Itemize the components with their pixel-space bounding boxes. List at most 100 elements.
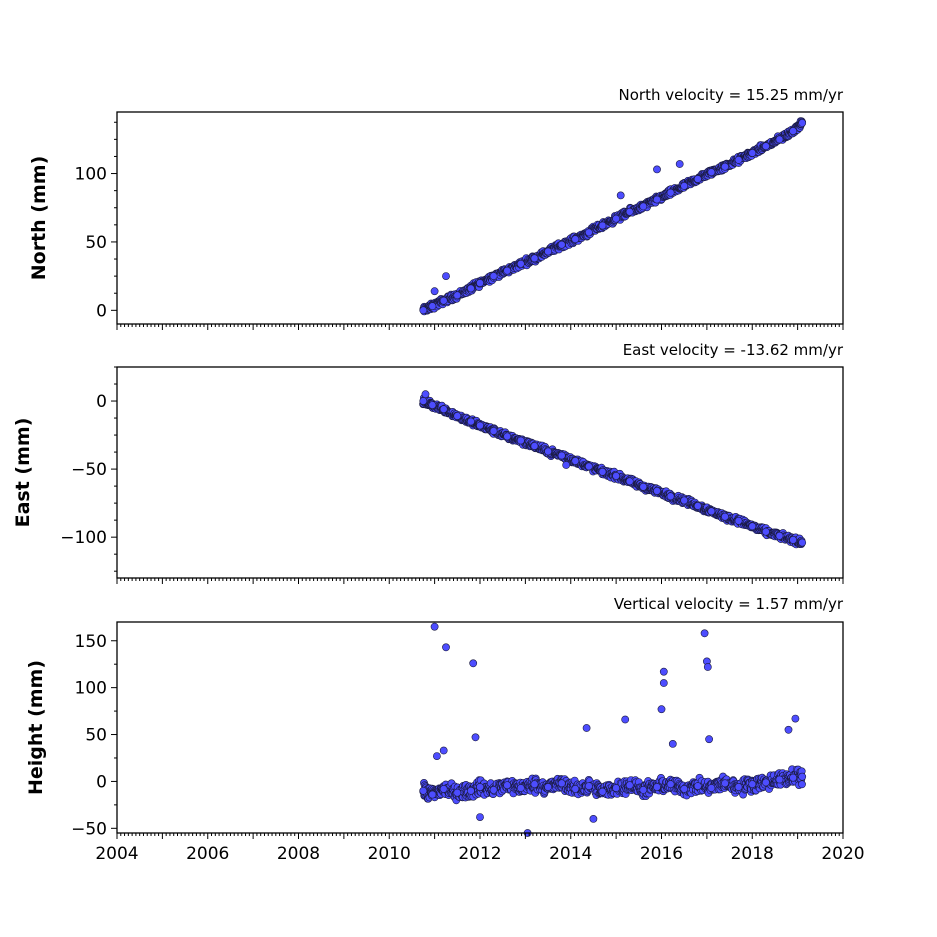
data-point [680,181,689,190]
data-point [762,527,770,536]
data-point [598,467,607,476]
data-point [791,714,800,723]
data-point [693,175,702,183]
y-tick-label: 0 [96,301,107,321]
data-point [439,785,448,793]
data-point [476,813,484,821]
data-point [612,784,620,792]
data-point [544,783,552,791]
data-point [703,663,712,671]
panel-title: North velocity = 15.25 mm/yr [619,86,844,104]
data-point [675,160,684,168]
data-point [668,740,677,748]
data-point [734,155,743,164]
y-tick-label: 100 [75,679,107,699]
data-point [557,451,566,460]
data-point [562,461,571,469]
data-point [598,221,607,230]
data-point [693,782,702,790]
data-point [489,786,498,794]
data-point [653,165,661,174]
data-point [612,214,620,223]
data-point [789,773,797,782]
data-point [503,266,512,275]
x-tick-label: 2016 [640,844,683,864]
panel-1: North velocity = 15.25 mm/yr North (mm) 0 5… [28,86,844,330]
data-point [653,783,661,791]
data-point [544,247,552,256]
data-point [530,442,539,450]
x-tick-label: 2018 [731,844,774,864]
data-point [625,207,634,216]
y-tick-label: 50 [85,726,107,746]
data-point [585,462,593,471]
data-point [557,779,566,788]
data-point [653,195,661,204]
panel-3: Vertical velocity = 1.57 mm/yr Height (mm… [25,595,865,864]
x-tick-label: 2008 [277,844,320,864]
data-point [419,397,428,405]
data-point [557,240,566,249]
data-point [430,622,439,631]
x-tick-label: 2012 [458,844,501,864]
data-point [700,629,709,638]
data-point [544,447,552,456]
data-point [476,421,484,430]
data-point [680,785,689,793]
data-point [789,127,797,136]
data-point [466,284,475,293]
y-tick-label: −50 [71,460,107,480]
data-point [419,786,428,795]
data-point [639,202,648,211]
data-point [707,168,716,177]
data-point [721,779,729,788]
data-point [734,783,743,791]
data-point [762,778,770,787]
plot-frame [116,366,844,579]
data-point [639,786,648,794]
data-point [530,254,539,263]
data-point [516,784,525,792]
data-point [775,135,784,144]
data-point [762,142,770,151]
y-axis-label: Height (mm) [25,660,47,795]
data-point [489,272,498,280]
data-point [653,486,661,495]
data-point [798,538,807,547]
data-point [707,507,716,516]
data-points [419,622,807,837]
data-point [639,482,648,491]
data-point [666,492,675,501]
data-point [428,790,437,799]
data-point [598,787,607,796]
data-point [442,643,450,652]
data-point [798,780,806,789]
data-point [466,786,475,795]
x-tick-label: 2004 [95,844,138,864]
panel-title: Vertical velocity = 1.57 mm/yr [614,595,844,613]
plot-frame [116,111,844,325]
data-point [439,746,448,755]
y-axis-label: East (mm) [12,418,34,528]
data-point [503,781,512,790]
data-point [516,259,525,268]
data-point [775,775,784,784]
data-point [466,417,475,426]
data-point [666,780,675,789]
data-point [419,306,428,315]
data-point [453,412,462,420]
data-point [798,772,807,781]
data-point [748,522,757,531]
data-points [419,117,807,316]
data-point [585,228,593,237]
plot-frame [116,621,844,834]
data-point [453,788,462,797]
y-tick-label: 0 [96,772,107,792]
data-point [693,501,702,510]
data-point [476,279,484,287]
data-point [530,780,539,789]
data-point [798,119,807,127]
y-tick-label: 100 [75,165,107,185]
data-point [657,705,666,714]
